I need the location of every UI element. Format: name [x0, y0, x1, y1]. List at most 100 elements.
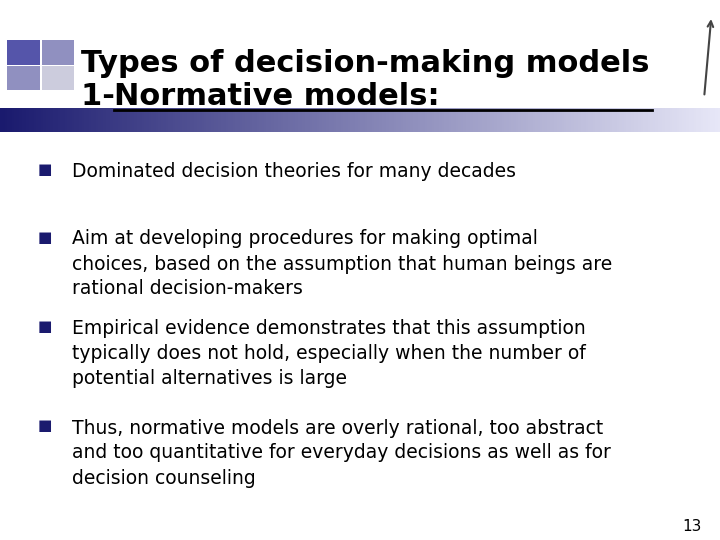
Bar — [142, 108, 145, 132]
Bar — [372, 108, 375, 132]
Bar — [621, 108, 625, 132]
Text: Types of decision-making models: Types of decision-making models — [81, 49, 649, 78]
Bar — [99, 108, 102, 132]
Bar — [211, 108, 215, 132]
Bar — [459, 108, 462, 132]
Text: 1-: 1- — [81, 82, 125, 111]
Bar — [151, 108, 154, 132]
Bar — [367, 108, 370, 132]
Bar — [351, 108, 354, 132]
Bar — [439, 108, 442, 132]
Bar — [571, 108, 575, 132]
Bar — [629, 108, 632, 132]
Bar — [79, 108, 82, 132]
Bar — [84, 108, 87, 132]
Bar — [322, 108, 325, 132]
Bar — [360, 108, 363, 132]
Bar — [348, 108, 351, 132]
Bar — [499, 108, 503, 132]
Bar — [394, 108, 397, 132]
Bar — [415, 108, 418, 132]
Bar — [667, 108, 670, 132]
Bar — [250, 108, 253, 132]
Bar — [540, 108, 543, 132]
Bar — [559, 108, 562, 132]
Bar — [677, 108, 680, 132]
Bar — [545, 108, 548, 132]
Bar — [127, 108, 130, 132]
Bar — [542, 108, 546, 132]
Bar — [153, 108, 157, 132]
Bar — [120, 108, 123, 132]
Bar — [626, 108, 629, 132]
Bar — [585, 108, 589, 132]
Bar — [684, 108, 687, 132]
Bar — [261, 108, 265, 132]
Bar — [711, 108, 714, 132]
Bar — [247, 108, 251, 132]
Bar — [185, 108, 188, 132]
Bar — [326, 108, 330, 132]
Bar — [713, 108, 716, 132]
Bar — [502, 108, 505, 132]
Bar — [583, 108, 586, 132]
Bar — [477, 108, 481, 132]
Bar — [218, 108, 222, 132]
Bar — [504, 108, 507, 132]
Bar — [405, 108, 409, 132]
Bar — [657, 108, 661, 132]
Bar — [274, 108, 276, 132]
Bar — [158, 108, 161, 132]
Bar — [312, 108, 315, 132]
Bar — [703, 108, 706, 132]
Bar — [144, 108, 147, 132]
Bar — [271, 108, 274, 132]
Bar — [576, 108, 579, 132]
Bar — [86, 108, 89, 132]
Bar — [137, 108, 140, 132]
Bar — [449, 108, 452, 132]
Bar — [254, 108, 258, 132]
Bar — [511, 108, 514, 132]
Bar — [315, 108, 318, 132]
Bar — [475, 108, 478, 132]
Bar — [506, 108, 510, 132]
Bar — [41, 108, 44, 132]
Bar — [2, 108, 6, 132]
Bar — [89, 108, 92, 132]
Bar — [569, 108, 572, 132]
Bar — [113, 108, 116, 132]
Bar — [708, 108, 711, 132]
Bar — [45, 108, 49, 132]
Bar — [243, 108, 246, 132]
Bar — [305, 108, 308, 132]
Bar — [24, 108, 27, 132]
Bar — [636, 108, 639, 132]
Text: ■: ■ — [37, 162, 52, 177]
Bar — [665, 108, 668, 132]
Bar — [523, 108, 526, 132]
Bar — [518, 108, 521, 132]
Bar — [693, 108, 697, 132]
Bar — [38, 108, 42, 132]
Bar — [686, 108, 690, 132]
Bar — [408, 108, 411, 132]
Bar — [617, 108, 620, 132]
Bar — [377, 108, 380, 132]
Bar — [454, 108, 456, 132]
Bar — [497, 108, 500, 132]
Bar — [396, 108, 399, 132]
Bar — [106, 108, 109, 132]
Bar — [288, 108, 291, 132]
Bar — [297, 108, 301, 132]
Bar — [81, 108, 85, 132]
Text: ■: ■ — [37, 319, 52, 334]
Bar — [595, 108, 598, 132]
Bar — [5, 108, 8, 132]
Bar — [209, 108, 212, 132]
Bar — [235, 108, 238, 132]
Bar — [338, 108, 341, 132]
Bar — [331, 108, 334, 132]
Bar — [444, 108, 447, 132]
Bar — [413, 108, 416, 132]
